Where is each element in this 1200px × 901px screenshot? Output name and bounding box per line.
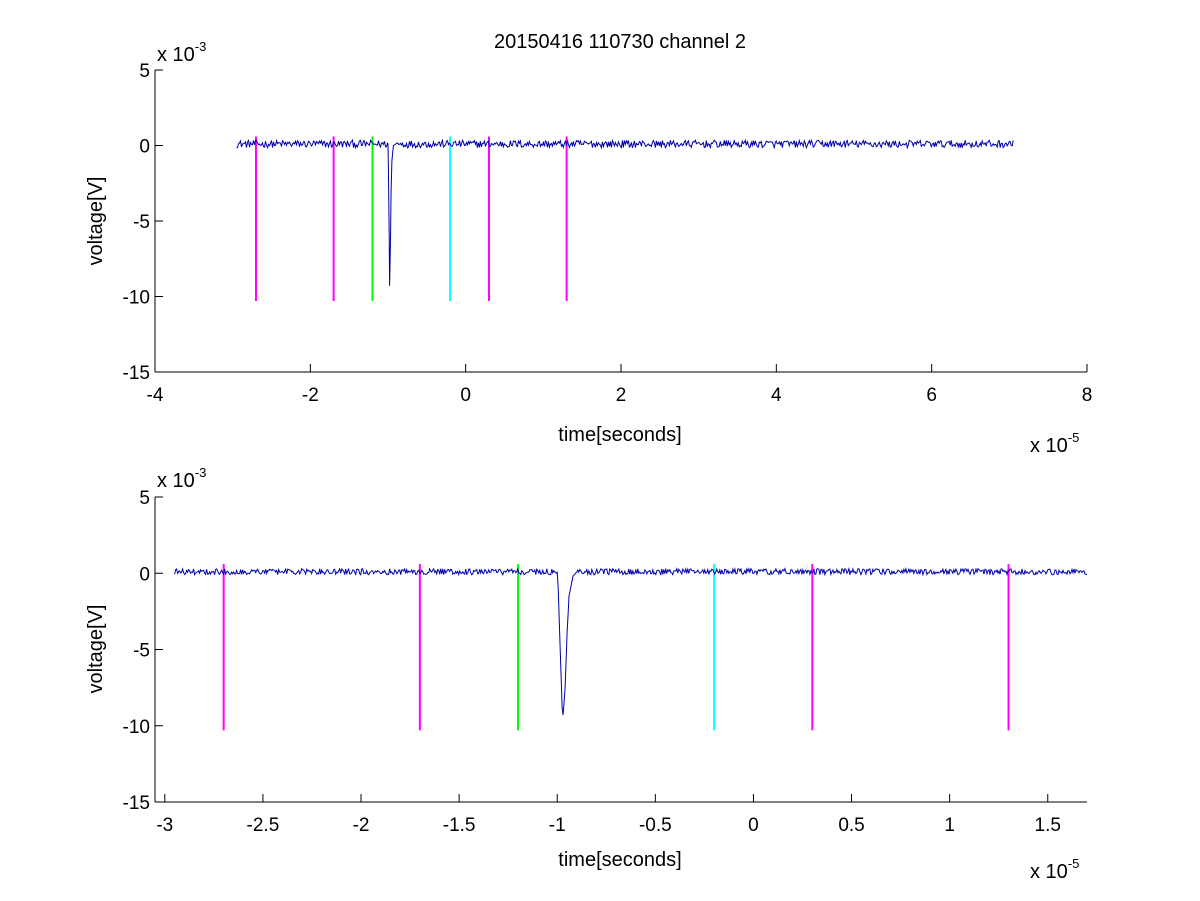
y-tick-label: -10 (123, 288, 150, 309)
y-axis-label: voltage[V] (85, 177, 107, 266)
x-tick-label: 1 (944, 815, 955, 836)
voltage-trace (174, 566, 1088, 716)
x-tick-label: -1 (549, 815, 566, 836)
plot-data (236, 136, 1014, 302)
x-exponent-label: x 10-5 (1030, 430, 1079, 457)
y-exponent-label: x 10-3 (157, 39, 206, 66)
y-tick-label: 0 (139, 137, 150, 158)
y-tick-label: 5 (139, 61, 150, 82)
y-axis-label: voltage[V] (85, 605, 107, 694)
y-tick-label: 0 (139, 564, 150, 585)
y-tick-label: -15 (123, 363, 150, 384)
bottom-plot: -3 -2.5 -2 -1.5 -1 -0.5 0 0.5 1 1.5 5 0 -5 -10 -15 tim… (85, 465, 1088, 883)
x-tick-label: -4 (147, 385, 164, 406)
x-tick-label: 0 (748, 815, 759, 836)
x-tick-label: 1.5 (1035, 815, 1061, 836)
top-plot: -4 -2 0 2 4 6 8 5 0 -5 -10 -15 time[seconds] voltag… (85, 39, 1092, 457)
x-tick-label: -2.5 (247, 815, 280, 836)
x-tick-label: -3 (156, 815, 173, 836)
x-tick-label: -2 (353, 815, 370, 836)
x-exponent-label: x 10-5 (1030, 856, 1079, 883)
x-tick-label: -0.5 (639, 815, 672, 836)
voltage-trace (236, 138, 1014, 286)
x-tick-label: -2 (302, 385, 319, 406)
y-exponent-label: x 10-3 (157, 465, 206, 492)
x-tick-label: 6 (926, 385, 937, 406)
y-tick-label: -5 (133, 212, 150, 233)
x-tick-label: 4 (771, 385, 782, 406)
y-tick-label: 5 (139, 488, 150, 509)
axis-ticks: -4 -2 0 2 4 6 8 5 0 -5 -10 -15 (123, 61, 1093, 406)
plot-data (174, 564, 1088, 731)
axis-ticks: -3 -2.5 -2 -1.5 -1 -0.5 0 0.5 1 1.5 5 0 -5 -10 -15 (123, 488, 1061, 836)
figure-title: 20150416 110730 channel 2 (494, 31, 746, 53)
x-tick-label: -1.5 (443, 815, 476, 836)
x-tick-label: 0 (460, 385, 471, 406)
x-tick-label: 8 (1082, 385, 1093, 406)
y-tick-label: -15 (123, 793, 150, 814)
x-axis-label: time[seconds] (558, 424, 681, 446)
y-tick-label: -5 (133, 641, 150, 662)
x-axis-label: time[seconds] (558, 849, 681, 871)
y-tick-label: -10 (123, 717, 150, 738)
x-tick-label: 0.5 (838, 815, 864, 836)
x-tick-label: 2 (616, 385, 627, 406)
